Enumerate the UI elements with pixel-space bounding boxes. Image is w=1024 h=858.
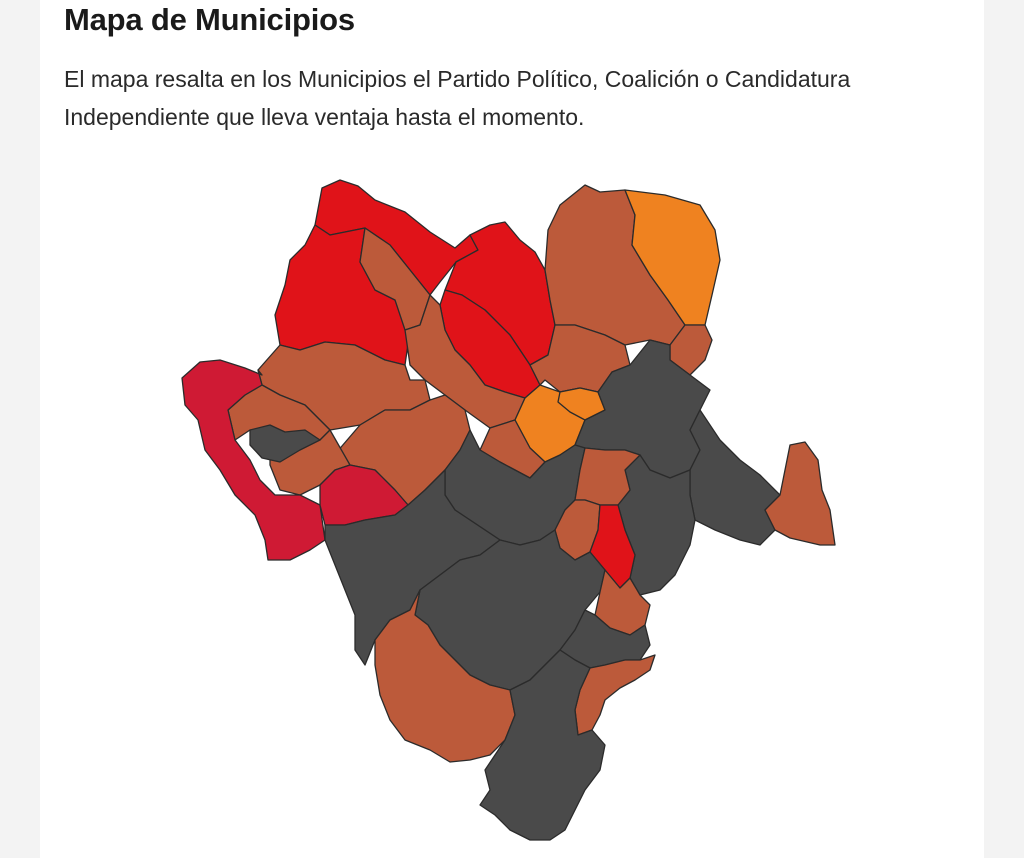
municipality-region[interactable] [574,447,641,506]
map-description: El mapa resalta en los Municipios el Par… [64,66,851,130]
municipality-region[interactable] [181,359,326,561]
municipality-region[interactable] [764,441,836,546]
municipality-region[interactable] [479,649,606,841]
page-title: Mapa de Municipios [64,2,355,37]
municipality-region[interactable] [249,424,321,463]
